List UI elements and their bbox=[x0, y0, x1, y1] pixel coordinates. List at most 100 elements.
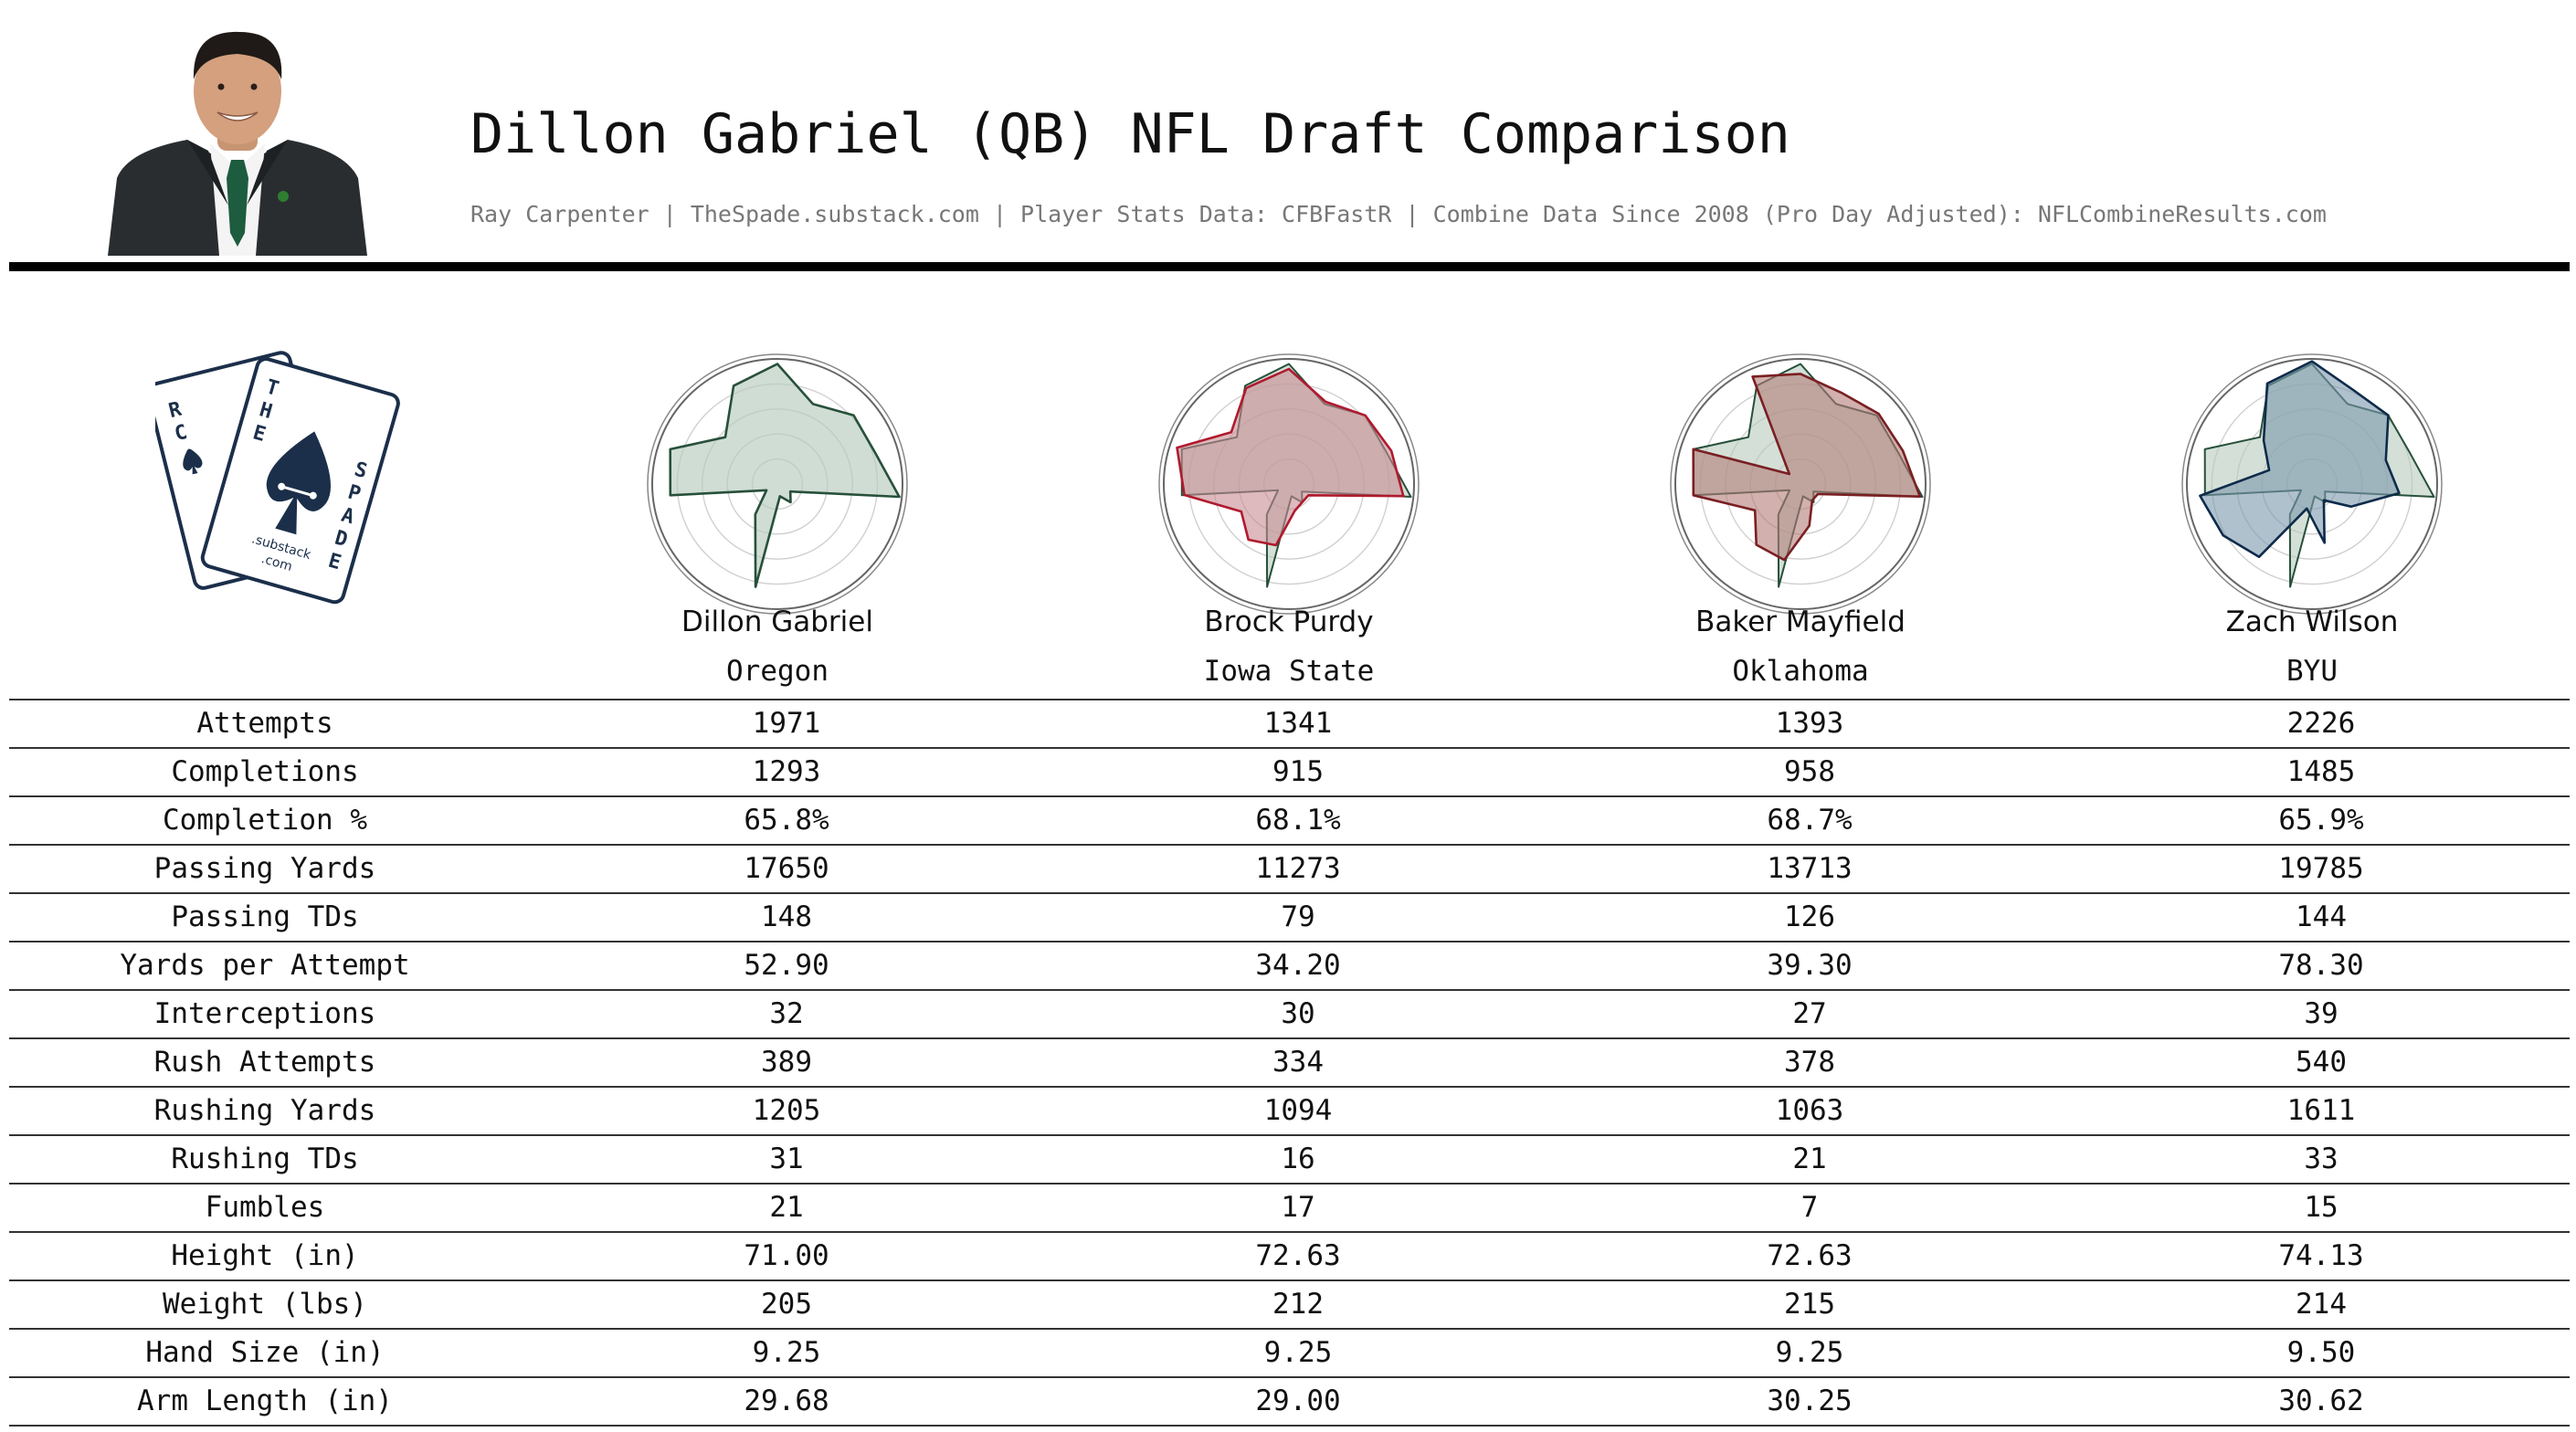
stat-label: Yards per Attempt bbox=[120, 949, 410, 982]
stat-value: 212 bbox=[1272, 1288, 1324, 1321]
stat-value: 378 bbox=[1784, 1046, 1835, 1079]
player-school: BYU bbox=[2286, 655, 2338, 688]
stat-label: Attempts bbox=[196, 707, 333, 740]
stat-value: 72.63 bbox=[1255, 1239, 1341, 1272]
stat-label: Interceptions bbox=[153, 997, 376, 1030]
stat-value: 65.9% bbox=[2278, 804, 2364, 837]
stat-value: 52.90 bbox=[744, 949, 829, 982]
radar-frame bbox=[1158, 353, 1420, 615]
stat-value: 540 bbox=[2296, 1046, 2347, 1079]
stat-value: 17 bbox=[1281, 1191, 1315, 1224]
stat-value: 215 bbox=[1784, 1288, 1835, 1321]
stat-value: 2226 bbox=[2286, 707, 2356, 740]
lapel-pin bbox=[278, 191, 289, 202]
table-row: Passing TDs 148 79 126 144 bbox=[9, 892, 2570, 941]
table-row: Rushing TDs 31 16 21 33 bbox=[9, 1134, 2570, 1183]
stat-value: 13713 bbox=[1767, 852, 1853, 885]
stat-value: 1971 bbox=[752, 707, 821, 740]
stat-value: 1205 bbox=[752, 1094, 821, 1127]
large-spade-icon bbox=[266, 431, 331, 535]
logo-letter: T bbox=[263, 375, 281, 401]
stat-value: 144 bbox=[2296, 900, 2347, 933]
stat-value: 15 bbox=[2304, 1191, 2338, 1224]
necktie bbox=[227, 160, 248, 247]
stat-value: 1341 bbox=[1263, 707, 1333, 740]
radar-outer-ring bbox=[651, 358, 903, 610]
logo-letter: A bbox=[339, 504, 357, 530]
page-title: Dillon Gabriel (QB) NFL Draft Comparison bbox=[470, 102, 1790, 166]
smile bbox=[216, 111, 259, 121]
table-row: Rush Attempts 389 334 378 540 bbox=[9, 1037, 2570, 1086]
stat-label: Fumbles bbox=[205, 1191, 325, 1224]
player-column: Baker Mayfield Oklahoma bbox=[1545, 347, 2056, 703]
table-row: Height (in) 71.00 72.63 72.63 74.13 bbox=[9, 1231, 2570, 1279]
table-row: Hand Size (in) 9.25 9.25 9.25 9.50 bbox=[9, 1328, 2570, 1376]
logo-letter: E bbox=[250, 421, 269, 447]
table-row: Interceptions 32 30 27 39 bbox=[9, 989, 2570, 1037]
stat-value: 1063 bbox=[1775, 1094, 1844, 1127]
stat-value: 9.25 bbox=[1263, 1336, 1333, 1369]
player-name: Dillon Gabriel bbox=[681, 605, 873, 638]
player-school: Oregon bbox=[726, 655, 829, 688]
radar-frame bbox=[1670, 353, 1931, 615]
player-column: Dillon Gabriel Oregon bbox=[522, 347, 1033, 703]
stat-label: Arm Length (in) bbox=[137, 1385, 393, 1417]
stat-value: 30.25 bbox=[1767, 1385, 1853, 1417]
stat-value: 29.00 bbox=[1255, 1385, 1341, 1417]
stat-value: 958 bbox=[1784, 755, 1835, 788]
radar-series bbox=[1176, 367, 1405, 547]
logo-letter: E bbox=[325, 550, 343, 575]
the-spade-logo: R C T H E S P A D E .substack .com bbox=[155, 351, 400, 605]
stat-value: 1485 bbox=[2286, 755, 2356, 788]
right-eye bbox=[250, 83, 258, 90]
stats-table: Attempts 1971 1341 1393 2226 Completions 1293 9… bbox=[9, 699, 2570, 1427]
table-row: Completions 1293 915 958 1485 bbox=[9, 747, 2570, 795]
stat-value: 7 bbox=[1800, 1191, 1819, 1224]
hair bbox=[193, 31, 282, 79]
stat-label: Passing TDs bbox=[171, 900, 359, 933]
stat-value: 9.50 bbox=[2286, 1336, 2356, 1369]
page-subtitle: Ray Carpenter | TheSpade.substack.com | … bbox=[470, 201, 2327, 227]
radar-series bbox=[1692, 373, 1922, 562]
radar-outer-ring bbox=[2186, 358, 2438, 610]
stat-value: 214 bbox=[2296, 1288, 2347, 1321]
stat-value: 65.8% bbox=[744, 804, 829, 837]
table-row: Completion % 65.8% 68.1% 68.7% 65.9% bbox=[9, 795, 2570, 844]
stat-value: 74.13 bbox=[2278, 1239, 2364, 1272]
stat-value: 126 bbox=[1784, 900, 1835, 933]
stat-value: 29.68 bbox=[744, 1385, 829, 1417]
stat-value: 30.62 bbox=[2278, 1385, 2364, 1417]
stat-value: 334 bbox=[1272, 1046, 1324, 1079]
stat-label: Hand Size (in) bbox=[145, 1336, 385, 1369]
small-spade-icon bbox=[183, 448, 203, 475]
table-row: Yards per Attempt 52.90 34.20 39.30 78.30 bbox=[9, 941, 2570, 989]
stat-label: Rush Attempts bbox=[153, 1046, 376, 1079]
stat-value: 389 bbox=[761, 1046, 812, 1079]
table-row: Attempts 1971 1341 1393 2226 bbox=[9, 699, 2570, 747]
radar-chart bbox=[647, 353, 908, 615]
stat-label: Passing Yards bbox=[153, 852, 376, 885]
radar-frame bbox=[647, 353, 908, 615]
player-school: Iowa State bbox=[1203, 655, 1375, 688]
stat-value: 71.00 bbox=[744, 1239, 829, 1272]
player-school: Oklahoma bbox=[1732, 655, 1869, 688]
header-divider bbox=[9, 262, 2570, 271]
logo-letter: D bbox=[333, 527, 351, 553]
radar-outer-ring bbox=[1163, 358, 1415, 610]
stat-value: 33 bbox=[2304, 1142, 2338, 1175]
stat-value: 205 bbox=[761, 1288, 812, 1321]
stat-value: 30 bbox=[1281, 997, 1315, 1030]
logo-letter: P bbox=[345, 481, 364, 507]
player-name: Brock Purdy bbox=[1204, 605, 1374, 638]
stat-value: 9.25 bbox=[752, 1336, 821, 1369]
stat-value: 39 bbox=[2304, 997, 2338, 1030]
radar-series bbox=[2199, 360, 2401, 559]
radar-outer-ring bbox=[1674, 358, 1927, 610]
radar-chart bbox=[1670, 353, 1931, 615]
stat-label: Rushing TDs bbox=[171, 1142, 359, 1175]
stat-value: 1094 bbox=[1263, 1094, 1333, 1127]
logo-letter: C bbox=[173, 421, 190, 446]
table-row: Rushing Yards 1205 1094 1063 1611 bbox=[9, 1086, 2570, 1134]
stat-label: Rushing Yards bbox=[153, 1094, 376, 1127]
radar-chart bbox=[2181, 353, 2443, 615]
